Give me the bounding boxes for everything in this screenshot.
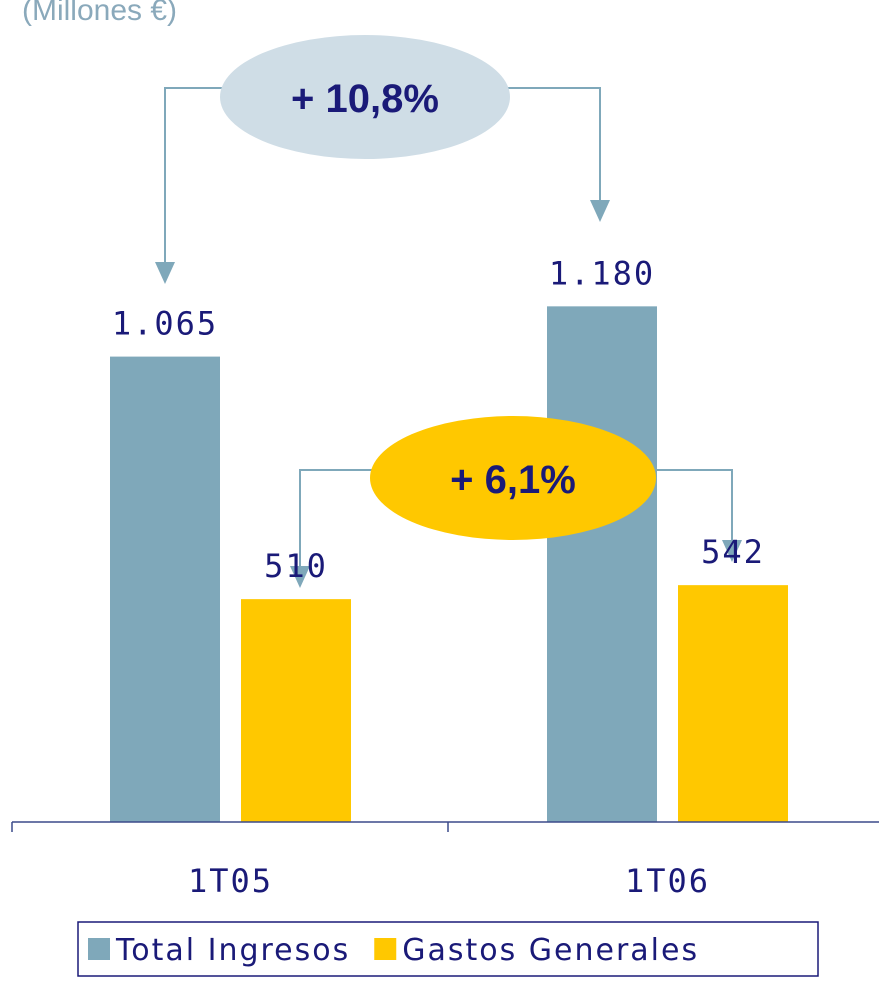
x-tick-label: 1T05 xyxy=(188,862,273,900)
bar xyxy=(547,306,657,823)
bar xyxy=(678,585,788,822)
data-label: 1.180 xyxy=(549,254,655,292)
legend-label: Total Ingresos xyxy=(115,933,350,968)
annotation-bubble xyxy=(220,35,510,159)
legend-swatch xyxy=(374,938,397,960)
bar xyxy=(241,599,351,822)
annotation: + 10,8% xyxy=(291,77,439,121)
arrow-head xyxy=(290,566,310,588)
x-tick-label: 1T06 xyxy=(625,862,710,900)
arrow-head xyxy=(155,262,175,284)
arrow xyxy=(164,87,222,262)
legend xyxy=(77,921,819,977)
legend-swatch xyxy=(88,938,110,960)
arrow-head xyxy=(590,200,610,222)
arrow-head xyxy=(722,540,742,562)
arrow xyxy=(650,469,733,540)
arrow xyxy=(505,87,601,200)
annotation: + 6,1% xyxy=(450,458,576,502)
arrow xyxy=(299,469,375,566)
data-label: 1.065 xyxy=(112,305,218,343)
data-label: 510 xyxy=(264,547,328,585)
subtitle: (Millones €) xyxy=(22,0,177,27)
annotation-bubble xyxy=(370,416,656,540)
data-label: 542 xyxy=(701,533,765,571)
legend-label: Gastos Generales xyxy=(402,933,699,968)
bar xyxy=(110,356,220,822)
